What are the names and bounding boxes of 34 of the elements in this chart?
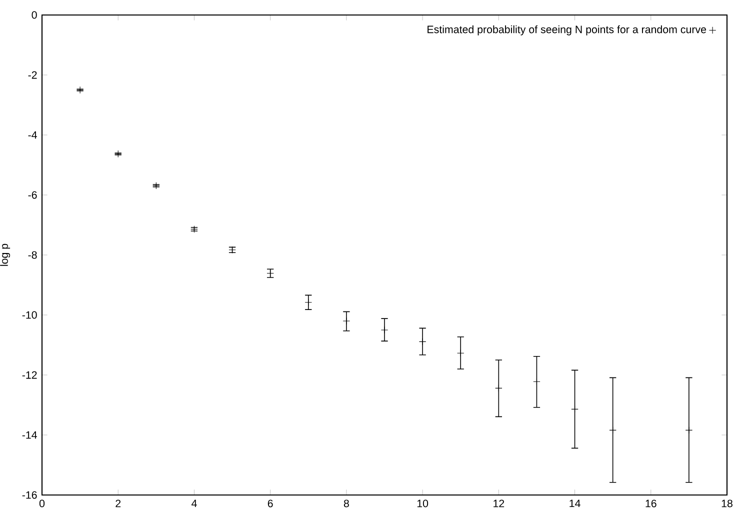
x-tick-label: 16 bbox=[646, 500, 656, 508]
y-axis-title: log p bbox=[0, 244, 10, 266]
x-tick-label: 10 bbox=[417, 500, 428, 508]
y-tick-label: -16 bbox=[22, 491, 37, 499]
y-tick-label: -10 bbox=[22, 311, 37, 319]
x-tick-label: 12 bbox=[494, 500, 504, 508]
x-tick-label: 6 bbox=[268, 500, 273, 508]
y-tick-label: -14 bbox=[22, 431, 37, 439]
x-tick-label: 4 bbox=[192, 500, 197, 508]
y-tick-label: -12 bbox=[22, 371, 37, 379]
y-tick-label: -4 bbox=[28, 131, 37, 139]
x-tick-label: 14 bbox=[570, 500, 580, 508]
x-tick-label: 8 bbox=[344, 500, 349, 508]
x-tick-label: 2 bbox=[116, 500, 121, 508]
x-tick-label: 0 bbox=[39, 500, 45, 508]
y-tick-label: -8 bbox=[28, 251, 37, 259]
y-tick-label: 0 bbox=[32, 11, 37, 19]
point bbox=[571, 406, 578, 413]
legend-label: Estimated probability of seeing N points for a random curve bbox=[428, 25, 706, 36]
point bbox=[114, 150, 122, 158]
point bbox=[380, 326, 388, 334]
y-tick-label: -2 bbox=[28, 71, 37, 79]
point bbox=[685, 426, 693, 434]
point bbox=[76, 86, 84, 94]
point bbox=[418, 338, 426, 346]
point bbox=[342, 317, 350, 325]
point bbox=[533, 378, 540, 386]
point bbox=[152, 182, 160, 190]
point bbox=[304, 298, 312, 306]
y-tick-label: -6 bbox=[28, 191, 37, 199]
point bbox=[609, 426, 616, 434]
x-tick-label: 18 bbox=[722, 500, 732, 508]
point bbox=[495, 384, 502, 392]
point bbox=[457, 349, 464, 357]
